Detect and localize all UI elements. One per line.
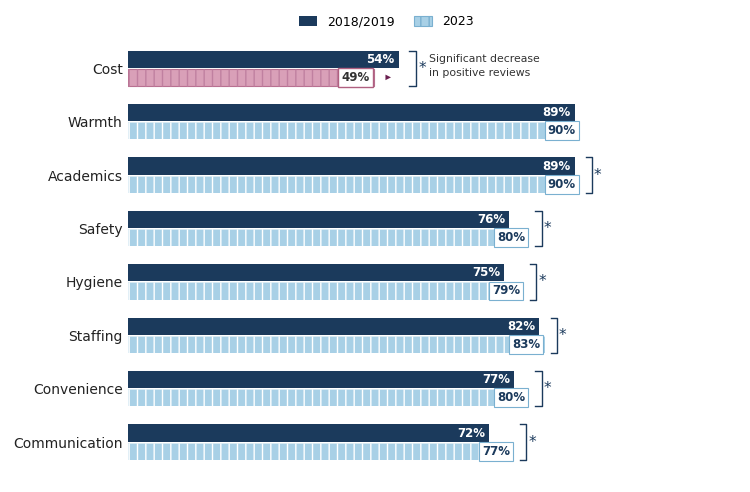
Bar: [128, 389, 530, 406]
Bar: [128, 176, 580, 193]
Text: 49%: 49%: [341, 71, 370, 84]
Bar: [128, 69, 374, 86]
Text: 77%: 77%: [482, 373, 510, 386]
Text: 79%: 79%: [492, 284, 520, 298]
Bar: [128, 51, 399, 68]
Text: 72%: 72%: [458, 427, 485, 439]
Text: *: *: [529, 434, 536, 450]
Bar: [128, 157, 574, 175]
Text: *: *: [594, 168, 602, 183]
Text: 77%: 77%: [482, 445, 510, 458]
Bar: [128, 318, 539, 335]
Text: 76%: 76%: [477, 213, 506, 226]
Text: *: *: [544, 381, 551, 396]
Text: 82%: 82%: [507, 320, 536, 333]
Bar: [128, 229, 530, 246]
Bar: [128, 264, 504, 281]
Text: 80%: 80%: [497, 231, 526, 244]
Text: 89%: 89%: [542, 106, 571, 119]
Text: 89%: 89%: [542, 159, 571, 173]
Bar: [128, 282, 524, 300]
Bar: [128, 104, 574, 121]
Text: 80%: 80%: [497, 391, 526, 404]
Text: *: *: [559, 328, 566, 343]
Legend: 2018/2019, 2023: 2018/2019, 2023: [298, 16, 474, 29]
Bar: [128, 211, 509, 228]
Bar: [128, 443, 514, 460]
Text: *: *: [538, 275, 546, 289]
Bar: [128, 336, 544, 353]
Bar: [128, 371, 514, 388]
Text: 90%: 90%: [548, 124, 576, 137]
Text: *: *: [419, 61, 426, 76]
Text: 90%: 90%: [548, 178, 576, 191]
Text: 83%: 83%: [512, 338, 541, 351]
Bar: [128, 69, 374, 86]
Bar: [128, 122, 580, 139]
Bar: [128, 282, 524, 300]
Bar: [128, 122, 580, 139]
Bar: [128, 229, 530, 246]
Text: 75%: 75%: [472, 266, 500, 279]
Bar: [128, 389, 530, 406]
Bar: [128, 443, 514, 460]
Bar: [128, 176, 580, 193]
Bar: [128, 336, 544, 353]
Bar: [128, 425, 489, 442]
Text: Significant decrease
in positive reviews: Significant decrease in positive reviews: [429, 54, 540, 78]
Text: *: *: [544, 221, 551, 236]
Text: 54%: 54%: [367, 53, 394, 66]
